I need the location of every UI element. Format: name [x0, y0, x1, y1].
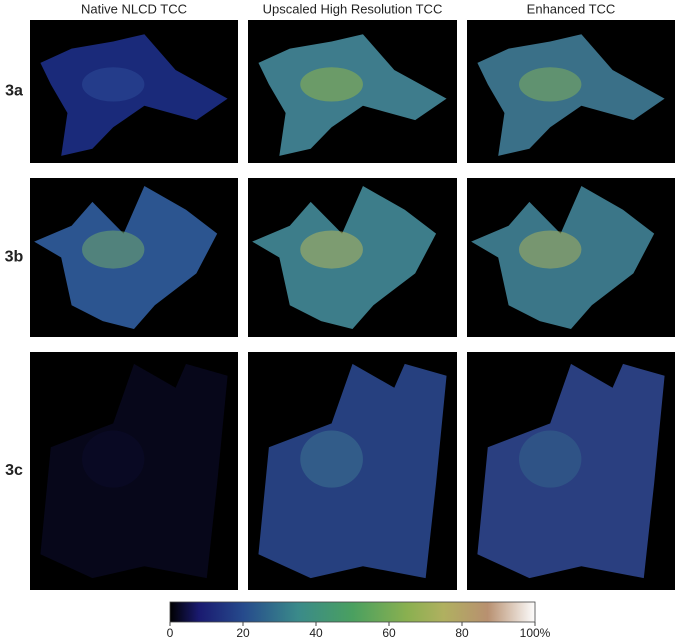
map-highlight — [82, 230, 145, 269]
map-highlight — [519, 230, 582, 269]
colorbar-tick-label: 40 — [309, 626, 323, 640]
column-title: Upscaled High Resolution TCC — [263, 1, 443, 16]
colorbar-tick-label: 80 — [455, 626, 469, 640]
map-highlight — [519, 67, 582, 102]
map-highlight — [519, 430, 582, 488]
map-highlight — [82, 430, 145, 488]
colorbar-tick-label: 20 — [236, 626, 250, 640]
map-panels — [30, 20, 675, 590]
column-title: Native NLCD TCC — [81, 1, 187, 16]
colorbar-tick-label: 100% — [520, 626, 551, 640]
column-title: Enhanced TCC — [527, 1, 616, 16]
row-label: 3a — [5, 83, 23, 100]
colorbar-tick-label: 0 — [167, 626, 174, 640]
colorbar — [169, 601, 536, 623]
row-label: 3b — [5, 249, 24, 266]
colorbar-tick-label: 60 — [382, 626, 396, 640]
map-highlight — [300, 430, 363, 488]
map-highlight — [82, 67, 145, 102]
map-highlight — [300, 230, 363, 269]
row-label: 3c — [5, 462, 23, 479]
map-highlight — [300, 67, 363, 102]
